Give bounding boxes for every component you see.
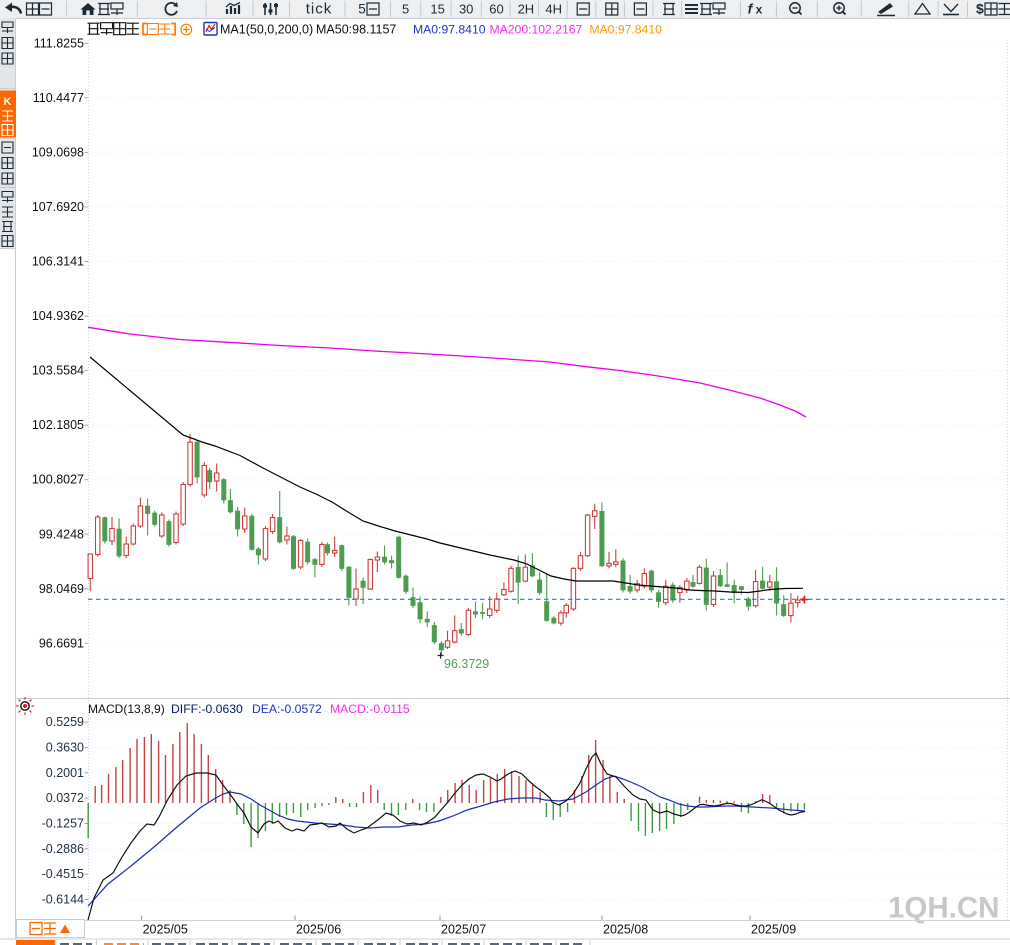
svg-text:tick: tick <box>306 1 333 18</box>
svg-text:-0.4515: -0.4515 <box>42 867 84 881</box>
svg-text:0.5259: 0.5259 <box>46 715 84 729</box>
svg-text:102.1805: 102.1805 <box>32 418 84 432</box>
svg-text:f: f <box>748 1 754 17</box>
svg-text:MA50:98.1157: MA50:98.1157 <box>316 23 396 37</box>
svg-text:DEA:-0.0572: DEA:-0.0572 <box>252 702 322 716</box>
svg-text:MA200:102.2167: MA200:102.2167 <box>490 23 583 37</box>
svg-text:2H: 2H <box>518 2 535 17</box>
svg-text:5: 5 <box>358 2 366 17</box>
svg-text:MA1(50,0,200,0): MA1(50,0,200,0) <box>220 23 313 37</box>
svg-text:104.9362: 104.9362 <box>32 309 84 323</box>
svg-text:103.5584: 103.5584 <box>32 364 84 378</box>
svg-text:107.6920: 107.6920 <box>32 200 84 214</box>
svg-text:30: 30 <box>459 2 473 17</box>
svg-text:2025/09: 2025/09 <box>751 923 796 937</box>
svg-text:2025/07: 2025/07 <box>441 923 486 937</box>
svg-text:0.3630: 0.3630 <box>46 740 84 754</box>
svg-text:100.8027: 100.8027 <box>32 473 84 487</box>
svg-text:0.0372: 0.0372 <box>46 791 84 805</box>
svg-text:5: 5 <box>402 2 409 17</box>
svg-text:111.8255: 111.8255 <box>34 36 84 50</box>
svg-text:MA0:97.8410: MA0:97.8410 <box>413 23 486 37</box>
svg-text:-0.2886: -0.2886 <box>42 842 84 856</box>
svg-text:109.0698: 109.0698 <box>32 145 84 159</box>
svg-text:96.6691: 96.6691 <box>39 636 84 650</box>
svg-text:0.2001: 0.2001 <box>46 766 84 780</box>
svg-text:4H: 4H <box>545 2 562 17</box>
svg-text:1QH.CN: 1QH.CN <box>888 892 999 925</box>
svg-text:110.4477: 110.4477 <box>33 91 84 105</box>
svg-text:MACD(13,8,9): MACD(13,8,9) <box>88 702 165 716</box>
svg-text:98.0469: 98.0469 <box>39 582 84 596</box>
svg-text:DIFF:-0.0630: DIFF:-0.0630 <box>171 702 243 716</box>
svg-text:$: $ <box>976 1 984 17</box>
svg-text:96.3729: 96.3729 <box>444 657 489 671</box>
svg-text:-0.6144: -0.6144 <box>42 892 84 906</box>
svg-text:106.3141: 106.3141 <box>32 255 84 269</box>
svg-text:MA0:97.8410: MA0:97.8410 <box>589 23 662 37</box>
svg-text:15: 15 <box>430 2 444 17</box>
svg-text:60: 60 <box>489 2 503 17</box>
svg-text:2025/08: 2025/08 <box>603 923 648 937</box>
svg-text:x: x <box>756 3 763 17</box>
svg-text:K: K <box>4 96 12 108</box>
svg-text:99.4248: 99.4248 <box>39 527 84 541</box>
svg-text:MACD:-0.0115: MACD:-0.0115 <box>330 702 410 716</box>
svg-text:2025/06: 2025/06 <box>296 923 341 937</box>
svg-text:2025/05: 2025/05 <box>143 923 188 937</box>
svg-text:-0.1257: -0.1257 <box>42 816 84 830</box>
